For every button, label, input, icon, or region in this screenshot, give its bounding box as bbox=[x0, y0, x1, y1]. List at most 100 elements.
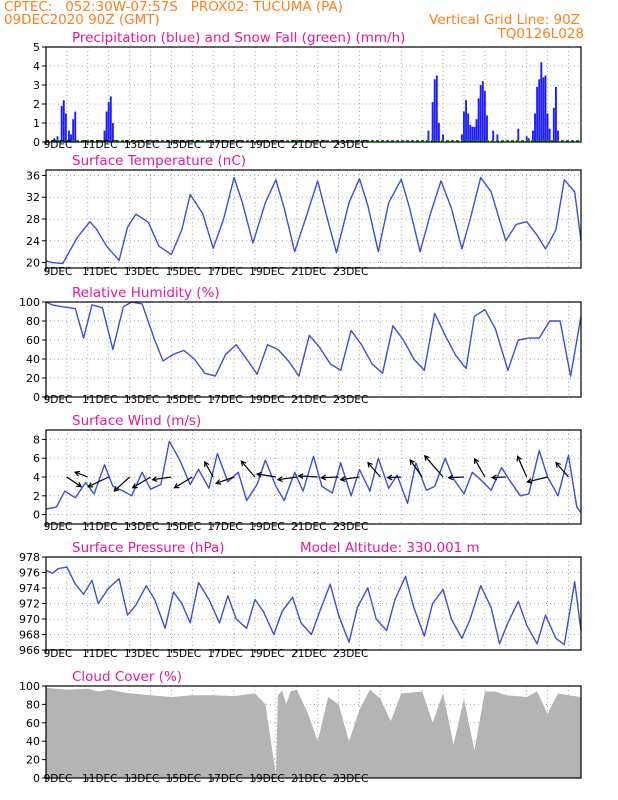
wind-arrow bbox=[321, 476, 339, 479]
wind-arrow-head bbox=[320, 474, 327, 481]
wind-arrow bbox=[215, 476, 235, 484]
precip-bar bbox=[62, 100, 65, 142]
precip-bar bbox=[538, 79, 541, 142]
precip-xtick-label: 23DEC bbox=[333, 139, 368, 151]
humidity-xtick-label: 15DEC bbox=[166, 394, 201, 406]
wind-arrow-head bbox=[490, 474, 497, 481]
humidity-xtick-label: 17DEC bbox=[207, 394, 242, 406]
pressure-title: Surface Pressure (hPa) bbox=[72, 540, 225, 556]
precip-bar bbox=[433, 79, 436, 142]
temperature-xtick-label: 13DEC bbox=[124, 266, 159, 278]
header-line1: CPTEC: 052:30W-07:57S PROX02: TUCUMA (PA… bbox=[4, 0, 343, 15]
wind-arrow bbox=[555, 462, 569, 478]
wind-xtick-label: 13DEC bbox=[124, 521, 159, 533]
cloud-xtick-label: 11DEC bbox=[82, 773, 117, 785]
precip-bar bbox=[463, 111, 465, 142]
wind-arrow-head bbox=[516, 455, 522, 462]
precip-ytick-label: 2 bbox=[33, 98, 40, 111]
precip-bar bbox=[536, 86, 539, 142]
wind-arrow-head bbox=[447, 474, 454, 481]
pressure-xtick-label: 23DEC bbox=[333, 648, 368, 660]
wind-arrow bbox=[113, 476, 130, 492]
cloud-xtick-label: 17DEC bbox=[207, 773, 242, 785]
precip-bar bbox=[481, 81, 484, 142]
pressure-ytick-label: 968 bbox=[19, 629, 40, 642]
humidity-xtick-label: 19DEC bbox=[249, 394, 284, 406]
cloud-ytick-label: 100 bbox=[19, 680, 40, 693]
wind-arrow bbox=[298, 475, 318, 478]
precip-title: Precipitation (blue) and Snow Fall (gree… bbox=[72, 30, 405, 46]
temperature-ytick-label: 20 bbox=[26, 257, 40, 270]
precip-xtick-label: 17DEC bbox=[207, 139, 242, 151]
precip-bar bbox=[465, 100, 467, 142]
wind-title: Surface Wind (m/s) bbox=[72, 413, 201, 429]
pressure-line bbox=[45, 566, 582, 646]
temperature-ytick-label: 36 bbox=[26, 169, 40, 182]
wind-arrow-head bbox=[555, 461, 561, 468]
header-grid-note: Vertical Grid Line: 90Z bbox=[429, 12, 580, 28]
wind-arrow bbox=[277, 476, 297, 481]
precip-xtick-label: 15DEC bbox=[166, 139, 201, 151]
temperature-xtick-label: 19DEC bbox=[249, 266, 284, 278]
header-code: TQ0126L028 bbox=[497, 26, 584, 42]
wind-arrow bbox=[74, 471, 89, 478]
temperature-xtick-label: 9DEC bbox=[44, 266, 73, 278]
precip-bar bbox=[74, 111, 77, 142]
precip-bar bbox=[467, 113, 470, 142]
wind-xtick-label: 11DEC bbox=[82, 521, 117, 533]
wind-arrow-head bbox=[409, 458, 415, 466]
cloud-xtick-label: 13DEC bbox=[124, 773, 159, 785]
precip-bar bbox=[60, 105, 63, 142]
wind-ytick-label: 6 bbox=[33, 452, 40, 465]
wind-ytick-label: 2 bbox=[33, 490, 40, 503]
wind-arrow bbox=[257, 473, 276, 478]
humidity-frame bbox=[45, 301, 582, 398]
precip-ytick-label: 5 bbox=[33, 41, 40, 54]
wind-xtick-label: 23DEC bbox=[333, 521, 368, 533]
cloud-xtick-label: 23DEC bbox=[333, 773, 368, 785]
humidity-ytick-label: 40 bbox=[26, 353, 40, 366]
wind-arrow bbox=[340, 476, 360, 481]
precip-bar bbox=[111, 123, 114, 142]
wind-arrow-head bbox=[255, 471, 263, 478]
precip-bar bbox=[548, 128, 551, 142]
wind-arrow bbox=[527, 476, 548, 483]
precip-bar bbox=[552, 107, 555, 142]
humidity-ytick-label: 0 bbox=[33, 391, 40, 404]
wind-arrow bbox=[367, 462, 381, 478]
cloud-title: Cloud Cover (%) bbox=[72, 669, 182, 685]
wind-arrow bbox=[240, 460, 256, 478]
pressure-xtick-label: 19DEC bbox=[249, 648, 284, 660]
wind-arrow bbox=[492, 476, 506, 479]
precip-bar bbox=[492, 130, 495, 142]
wind-line bbox=[45, 440, 582, 514]
wind-arrow bbox=[152, 476, 172, 481]
wind-xtick-label: 21DEC bbox=[291, 521, 326, 533]
humidity-xtick-label: 9DEC bbox=[44, 394, 73, 406]
temperature-ytick-label: 32 bbox=[26, 191, 40, 204]
humidity-title: Relative Humidity (%) bbox=[72, 285, 220, 301]
wind-arrow bbox=[88, 476, 109, 488]
wind-arrow-head bbox=[87, 482, 94, 488]
precip-bar bbox=[103, 130, 106, 142]
wind-arrow-head bbox=[240, 460, 247, 467]
wind-panel: 0 2 4 6 8 9DEC 11DEC 13DEC 15DEC 17DEC 19DEC 21DEC 2… bbox=[33, 413, 582, 533]
precip-bar bbox=[475, 119, 478, 142]
wind-arrow bbox=[474, 458, 486, 478]
cloud-area bbox=[46, 687, 581, 778]
precip-ytick-label: 3 bbox=[33, 79, 40, 92]
precip-bar bbox=[540, 62, 543, 143]
precip-bar bbox=[427, 130, 430, 142]
precip-bar bbox=[546, 113, 549, 142]
wind-arrow-head bbox=[131, 483, 138, 489]
temperature-line bbox=[45, 176, 582, 265]
wind-xtick-label: 15DEC bbox=[166, 521, 201, 533]
temperature-title: Surface Temperature (nC) bbox=[72, 153, 246, 169]
precip-bar bbox=[105, 111, 108, 142]
wind-arrow bbox=[448, 476, 464, 479]
cloud-panel: 0 20 40 60 80 100 9DEC 11DEC 13DEC 15DEC 17DEC 19DE… bbox=[19, 669, 582, 785]
cloud-xtick-label: 21DEC bbox=[291, 773, 326, 785]
humidity-ytick-label: 100 bbox=[19, 296, 40, 309]
pressure-xtick-label: 9DEC bbox=[44, 648, 73, 660]
wind-arrow-head bbox=[151, 476, 158, 482]
